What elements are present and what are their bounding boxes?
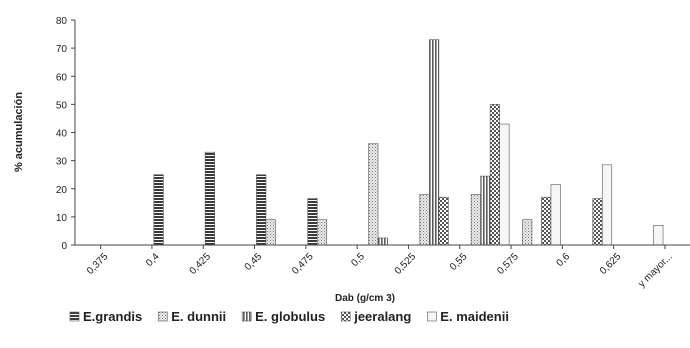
x-axis-label: Dab (g/cm 3): [335, 293, 395, 304]
y-tick-label: 80: [56, 16, 68, 27]
bar-e-dunnii-8: [522, 219, 533, 246]
legend-swatch: [69, 311, 80, 322]
y-axis-label: % acumulación: [13, 92, 25, 172]
y-tick-label: 50: [56, 100, 68, 111]
y-tick-label: 40: [56, 129, 68, 140]
y-tick-label: 70: [56, 44, 68, 55]
bar-e-grandis-1: [153, 174, 164, 246]
bar-e-grandis-4: [307, 198, 318, 246]
x-tick-label: 0,425: [188, 251, 214, 277]
bar-e-maidenii-10: [653, 225, 664, 246]
bar-jeeralang-6: [438, 196, 449, 246]
bar-jeeralang-7: [489, 104, 500, 246]
bar-jeeralang-9: [592, 198, 603, 246]
bar-e-maidenii-7: [499, 123, 510, 246]
y-tick-label: 60: [56, 72, 68, 83]
legend-swatch: [157, 311, 168, 322]
legend-item-jeeralang: jeeralang: [340, 309, 411, 324]
bar-e-grandis-2: [204, 151, 215, 246]
x-tick-label: 0,625: [598, 251, 624, 277]
legend-item-e-maidenii: E. maidenii: [426, 309, 509, 324]
x-tick-label: 0,475: [290, 251, 316, 277]
x-tick-label: 0,45: [243, 251, 265, 273]
legend-label: jeeralang: [353, 309, 411, 324]
y-tick-label: 0: [61, 241, 67, 252]
x-tick-label: y mayor...: [636, 251, 674, 289]
legend-label: E. dunnii: [171, 309, 226, 324]
legend-item-e-grandis: E.grandis: [69, 309, 142, 324]
legend-swatch: [241, 311, 252, 322]
x-tick-label: 0,575: [495, 251, 521, 277]
bar-jeeralang-8: [541, 196, 552, 246]
bar-e-dunnii-3: [265, 219, 276, 246]
x-tick-label: 0,4: [144, 251, 162, 269]
bar-e-globulus-7: [480, 175, 491, 246]
bar-e-dunnii-6: [419, 194, 430, 246]
x-tick-label: 0,55: [448, 251, 470, 273]
x-tick-label: 0,6: [555, 251, 573, 269]
y-tick-label: 30: [56, 157, 68, 168]
bar-e-dunnii-5: [368, 143, 379, 246]
legend-label: E. globulus: [255, 309, 325, 324]
bar-e-globulus-6: [429, 39, 440, 246]
legend-swatch: [426, 311, 437, 322]
legend-swatch: [340, 311, 351, 322]
legend-label: E.grandis: [83, 309, 142, 324]
y-tick-label: 10: [56, 213, 68, 224]
bar-e-maidenii-8: [550, 184, 561, 246]
legend-label: E. maidenii: [440, 309, 509, 324]
bar-e-maidenii-9: [601, 164, 613, 246]
y-tick-label: 20: [56, 185, 68, 196]
legend: E.grandis E. dunnii E. globulus jeeralang E.…: [69, 309, 509, 324]
legend-item-e-globulus: E. globulus: [241, 309, 325, 324]
plot-area: [153, 39, 664, 246]
x-tick-label: 0,525: [393, 251, 419, 277]
x-tick-label: 0,5: [349, 251, 367, 269]
x-tick-label: 0,375: [85, 251, 111, 277]
bar-e-globulus-5: [377, 237, 388, 246]
bar-e-dunnii-7: [470, 194, 481, 246]
legend-item-e-dunnii: E. dunnii: [157, 309, 226, 324]
bar-e-dunnii-4: [316, 219, 328, 246]
bar-e-grandis-3: [256, 174, 267, 246]
